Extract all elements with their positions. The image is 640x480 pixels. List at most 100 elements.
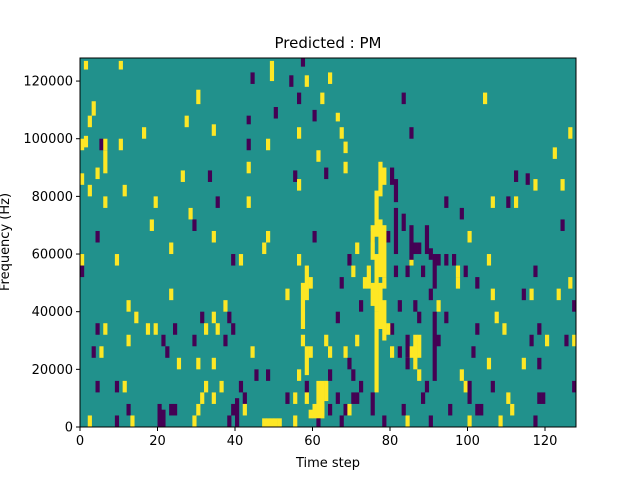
heatmap-cell-high: [99, 346, 104, 358]
x-tick-label: 0: [76, 434, 84, 449]
heatmap-cell-low: [227, 311, 232, 324]
x-tick-label: 120: [533, 434, 558, 449]
heatmap-cell-high: [413, 334, 418, 370]
heatmap-cell-low: [471, 346, 476, 358]
heatmap-cell-low: [370, 392, 375, 416]
heatmap-cell-high: [529, 288, 534, 301]
heatmap-cell-low: [537, 323, 542, 335]
heatmap-cell-low: [521, 288, 526, 301]
heatmap-cell-high: [343, 141, 348, 154]
heatmap-cell-low: [192, 219, 197, 231]
heatmap-cell-low: [297, 92, 302, 105]
heatmap-cell-low: [560, 219, 565, 231]
heatmap-cell-high: [269, 60, 275, 82]
heatmap-cell-low: [95, 380, 100, 393]
heatmap-cell-low: [537, 392, 542, 404]
heatmap-cell-high: [91, 101, 96, 116]
heatmap-cell-low: [231, 254, 236, 266]
heatmap-cell-low: [475, 323, 480, 335]
heatmap-cell-low: [173, 323, 178, 335]
heatmap-cell-low: [424, 225, 430, 255]
heatmap-cell-high: [223, 300, 228, 312]
heatmap-cell-high: [568, 127, 573, 139]
heatmap-cell-low: [506, 196, 511, 208]
heatmap-cell-low: [514, 170, 519, 182]
heatmap-cell-low: [231, 323, 236, 335]
heatmap-cell-low: [351, 369, 356, 381]
heatmap-cell-high: [118, 138, 123, 151]
heatmap-cell-high: [335, 112, 340, 122]
heatmap-cell-high: [409, 259, 414, 266]
heatmap-cell-high: [351, 265, 356, 278]
heatmap-cell-low: [266, 369, 271, 381]
heatmap-cell-high: [153, 323, 158, 335]
heatmap-cell-high: [142, 127, 147, 139]
heatmap-cell-high: [572, 334, 577, 347]
heatmap-cell-high: [103, 323, 108, 335]
heatmap-cell-high: [374, 311, 379, 393]
plot-frame: [79, 57, 577, 428]
heatmap-cell-high: [490, 196, 495, 208]
heatmap-cell-high: [250, 346, 255, 358]
heatmap-cell-high: [297, 369, 302, 381]
heatmap-cell-low: [126, 403, 131, 416]
heatmap-cell-high: [312, 409, 317, 419]
heatmap-cell-low: [432, 254, 437, 289]
heatmap-cell-low: [114, 415, 120, 427]
heatmap-cell-low: [161, 409, 166, 427]
heatmap-cell-high: [262, 242, 267, 255]
heatmap-cell-low: [533, 265, 538, 278]
heatmap-cell-low: [316, 418, 321, 427]
heatmap-cell-high: [506, 392, 511, 404]
heatmap-cell-high: [382, 300, 387, 341]
heatmap-cell-low: [273, 107, 278, 119]
heatmap-cell-low: [459, 207, 464, 220]
heatmap-cell-high: [238, 254, 244, 266]
heatmap-cell-high: [328, 72, 333, 84]
heatmap-cell-high: [304, 75, 309, 87]
heatmap-cell-low: [564, 334, 569, 347]
heatmap-cell-low: [405, 357, 410, 370]
heatmap-cell-high: [459, 369, 464, 381]
heatmap-cell-low: [343, 403, 348, 416]
heatmap-cell-low: [537, 357, 542, 370]
heatmap-cell-low: [424, 380, 430, 393]
heatmap-cell-low: [300, 58, 306, 67]
heatmap-cell-high: [382, 167, 387, 185]
heatmap-cell-high: [455, 277, 461, 289]
heatmap-cell-high: [176, 357, 182, 370]
heatmap-cell-low: [312, 109, 317, 122]
heatmap-cell-high: [304, 265, 309, 301]
heatmap-cell-high: [188, 207, 193, 220]
heatmap-cell-low: [393, 179, 399, 203]
heatmap-cell-low: [95, 323, 100, 335]
heatmap-cell-low: [572, 300, 577, 312]
heatmap-cell-low: [475, 277, 480, 289]
heatmap-cell-low: [355, 392, 360, 404]
heatmap-cell-low: [448, 403, 453, 416]
heatmap-cell-low: [207, 170, 213, 182]
heatmap-cell-high: [87, 115, 92, 128]
heatmap-cell-low: [235, 398, 240, 427]
heatmap-cell-low: [161, 334, 166, 347]
heatmap-cell-high: [514, 196, 519, 208]
heatmap-cell-high: [103, 138, 108, 151]
heatmap-cell-low: [246, 115, 251, 125]
heatmap-cell-high: [87, 415, 92, 427]
heatmap-cell-low: [409, 127, 414, 139]
heatmap-cell-low: [397, 300, 402, 312]
heatmap-cell-high: [374, 190, 379, 237]
heatmap-cell-high: [378, 161, 383, 197]
heatmap-cell-high: [405, 415, 410, 427]
heatmap-cell-low: [223, 334, 228, 347]
heatmap-cell-low: [157, 409, 162, 427]
heatmap-cell-low: [200, 311, 205, 324]
heatmap-cell-low: [335, 392, 340, 404]
heatmap-cell-low: [444, 196, 449, 208]
heatmap-cell-high: [382, 225, 387, 278]
heatmap-cell-high: [463, 380, 468, 393]
heatmap-cell-high: [510, 403, 515, 416]
heatmap-cell-low: [242, 392, 247, 404]
y-tick-label: 40000: [32, 305, 73, 320]
heatmap-cell-high: [200, 392, 205, 404]
